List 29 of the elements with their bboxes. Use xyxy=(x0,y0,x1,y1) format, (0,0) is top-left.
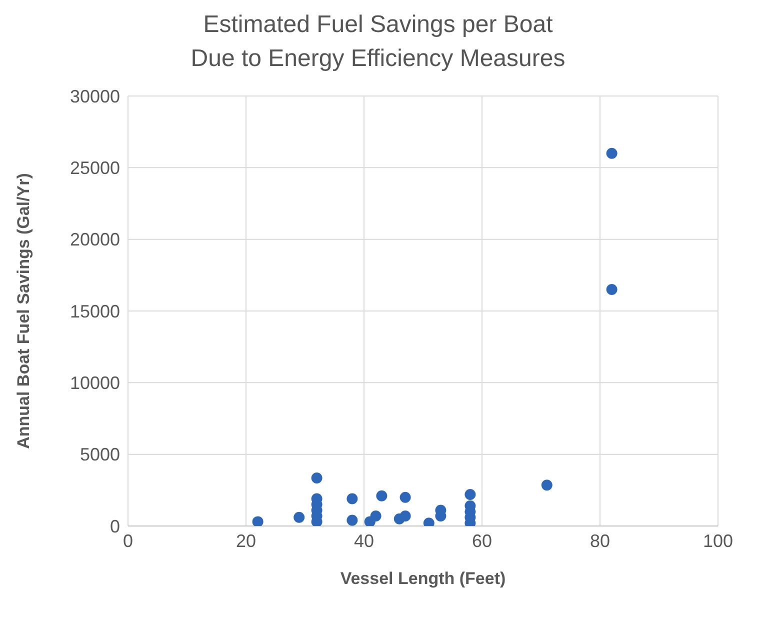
point xyxy=(252,516,264,526)
point xyxy=(606,284,618,295)
y-tick-label: 30000 xyxy=(70,86,120,106)
point xyxy=(346,514,358,526)
y-tick-label: 20000 xyxy=(70,230,120,250)
y-axis-title: Annual Boat Fuel Savings (Gal/Yr) xyxy=(14,173,34,449)
point xyxy=(311,472,322,484)
x-tick-label: 80 xyxy=(590,530,610,551)
point xyxy=(294,512,305,523)
point xyxy=(376,490,388,502)
point xyxy=(606,148,618,159)
x-tick-label: 40 xyxy=(354,530,374,551)
x-tick-label: 0 xyxy=(122,530,134,551)
x-axis-title: Vessel Length (Feet) xyxy=(340,569,506,588)
x-tick-label: 20 xyxy=(236,530,256,551)
point xyxy=(400,492,411,503)
y-tick-label: 0 xyxy=(110,516,120,536)
x-tick-label: 100 xyxy=(702,530,734,551)
x-tick-label: 60 xyxy=(472,530,492,551)
point xyxy=(370,510,382,522)
y-tick-label: 5000 xyxy=(80,444,120,465)
y-tick-label: 10000 xyxy=(70,373,120,394)
point xyxy=(400,510,411,522)
chart-title: Estimated Fuel Savings per Boat Due to Energy Efficiency Measures xyxy=(190,10,566,74)
y-tick-label: 25000 xyxy=(70,158,120,178)
point xyxy=(346,493,358,504)
point xyxy=(541,480,552,491)
point xyxy=(464,488,476,500)
y-tick-label: 15000 xyxy=(70,301,120,322)
